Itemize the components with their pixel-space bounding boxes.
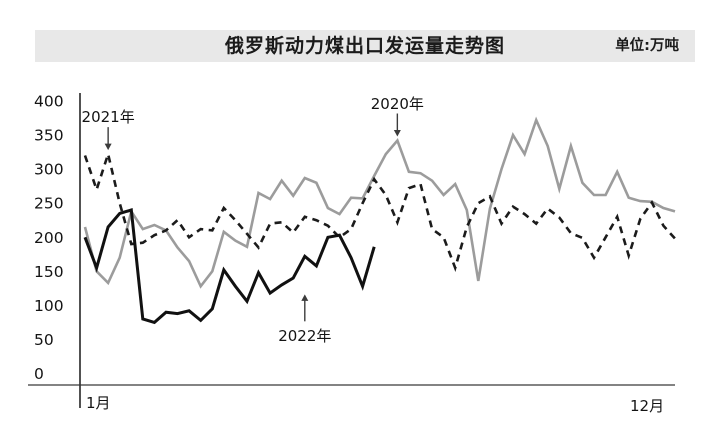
annotation-arrowhead-up-icon	[301, 294, 309, 301]
y-axis-tick-label: 350	[34, 127, 64, 145]
annotation-arrowhead-down-icon	[393, 130, 401, 137]
series-line-2020年	[83, 116, 676, 289]
annotation-arrowhead-down-icon	[104, 143, 112, 151]
y-axis-tick-label: 150	[34, 263, 64, 281]
annotation-label-2021: 2021年	[81, 108, 135, 127]
y-axis-tick-label: 400	[34, 93, 64, 111]
y-axis-tick-label: 250	[34, 195, 64, 213]
y-axis-tick-label: 300	[34, 161, 64, 179]
y-axis-tick-label: 200	[34, 229, 64, 247]
chart-header: 俄罗斯动力煤出口发运量走势图 单位:万吨	[35, 30, 695, 62]
x-axis-end-label: 12月	[630, 397, 665, 415]
y-axis-tick-label: 100	[34, 297, 64, 315]
unit-label: 单位:万吨	[615, 38, 679, 54]
series-line-2022年	[83, 208, 376, 325]
series-line-2021年	[83, 149, 676, 273]
y-axis-tick-label: 50	[34, 331, 54, 349]
x-axis-start-label: 1月	[86, 394, 111, 412]
annotation-label-2022: 2022年	[278, 327, 332, 346]
chart-title: 俄罗斯动力煤出口发运量走势图	[224, 35, 505, 57]
y-axis-tick-label: 0	[34, 365, 44, 383]
annotation-label-2020: 2020年	[370, 94, 424, 113]
